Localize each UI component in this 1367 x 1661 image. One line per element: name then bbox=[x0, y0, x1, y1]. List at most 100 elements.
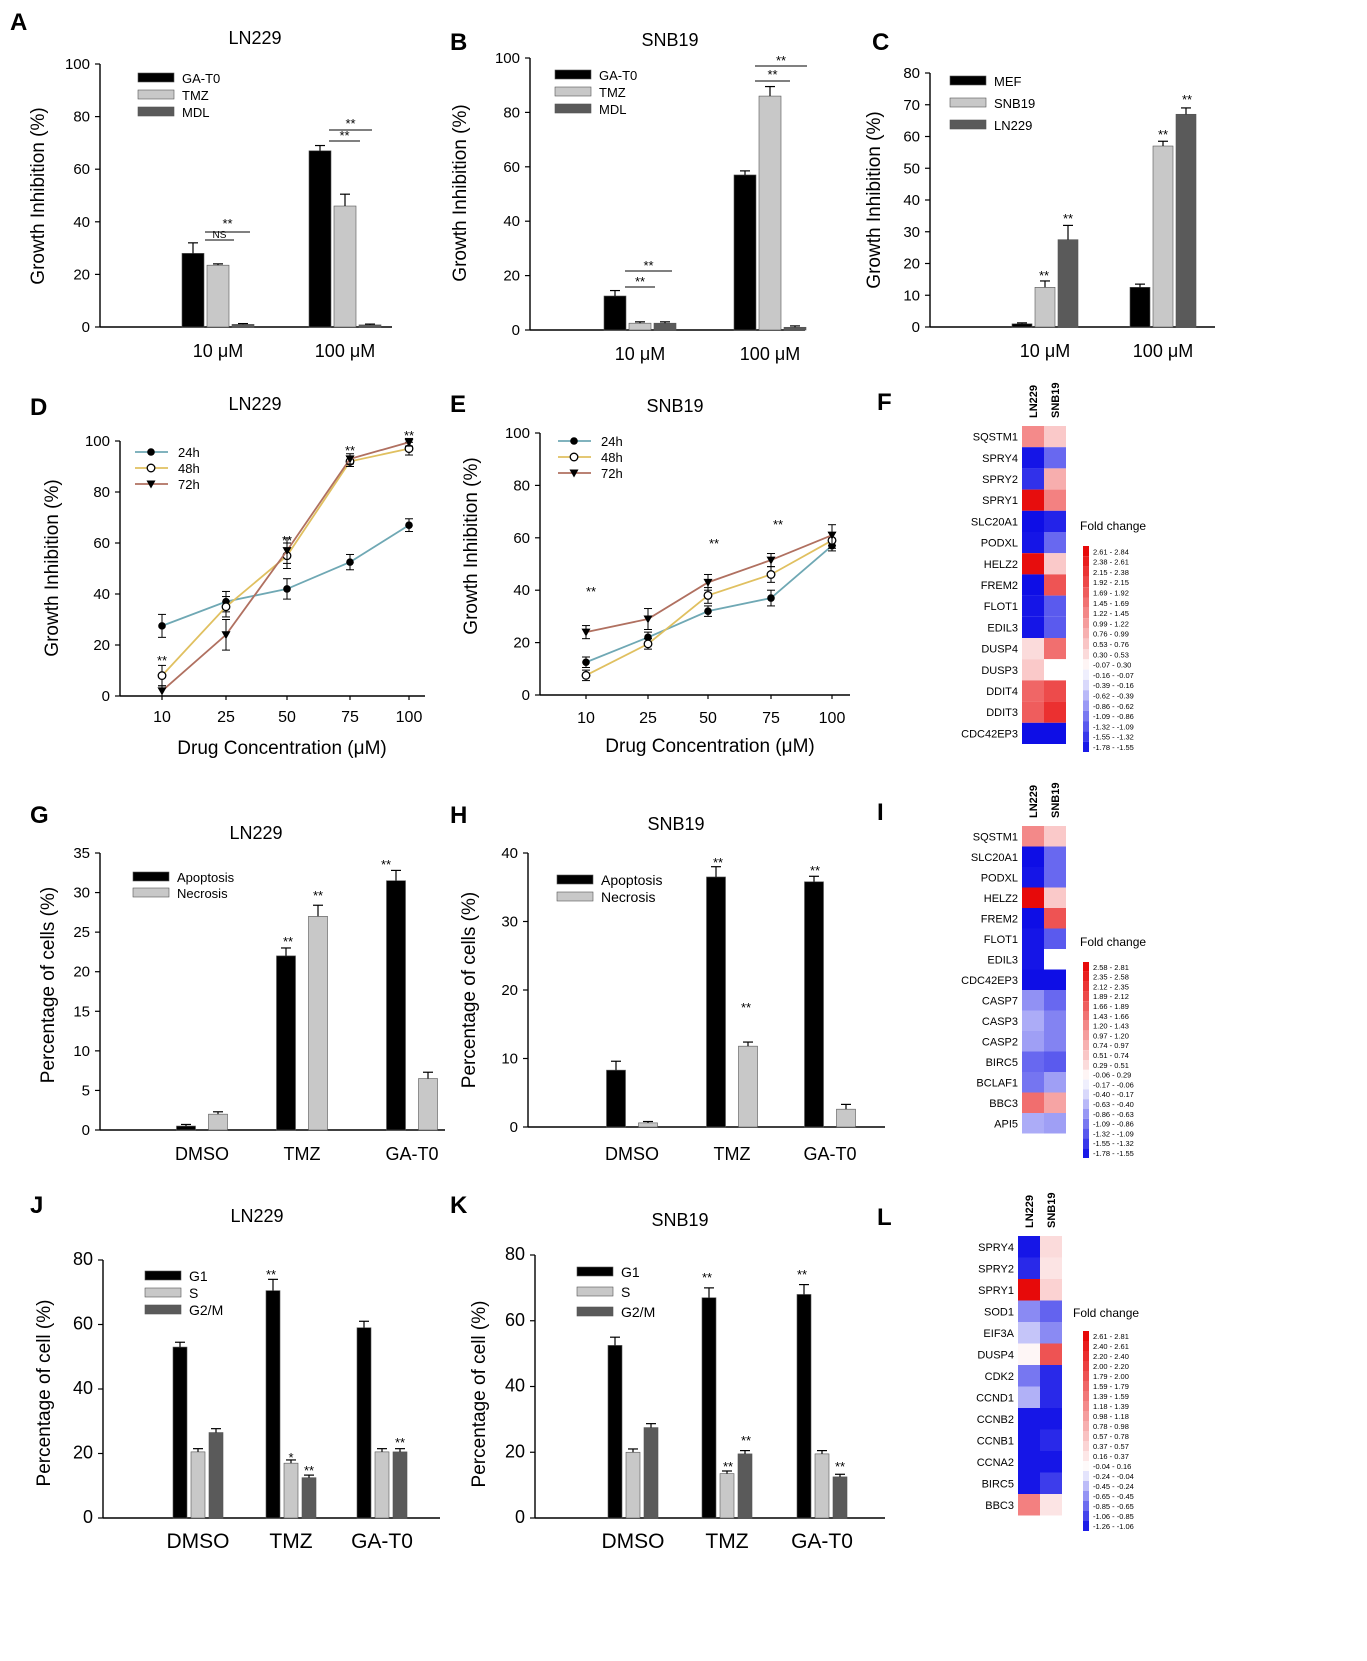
y-tick-label: 60 bbox=[73, 1314, 93, 1334]
legend-bin-label: 0.29 - 0.51 bbox=[1093, 1061, 1129, 1070]
bar bbox=[386, 880, 406, 1131]
y-axis-title: Growth Inhibition (%) bbox=[42, 479, 63, 656]
heatmap-cell bbox=[1040, 1365, 1062, 1387]
legend-color-bin bbox=[1083, 971, 1089, 982]
legend-label: Necrosis bbox=[177, 886, 228, 901]
legend-bin-label: 2.40 - 2.61 bbox=[1093, 1342, 1129, 1351]
y-axis-title: Growth Inhibition (%) bbox=[461, 457, 482, 634]
legend-bin-label: 2.61 - 2.81 bbox=[1093, 1332, 1129, 1341]
heatmap-cell bbox=[1044, 722, 1066, 744]
legend-bin-label: 0.99 - 1.22 bbox=[1093, 619, 1129, 628]
legend-bin-label: -1.32 - -1.09 bbox=[1093, 1129, 1134, 1138]
chart-title: LN229 bbox=[230, 1206, 283, 1226]
series-line bbox=[585, 544, 833, 664]
legend-color-bin bbox=[1083, 1099, 1089, 1109]
heatmap-row-label: HELZ2 bbox=[984, 559, 1018, 571]
heatmap-cell bbox=[1044, 826, 1066, 847]
legend-color-bin bbox=[1083, 731, 1089, 742]
legend-swatch bbox=[144, 1287, 182, 1298]
legend-color-bin bbox=[1083, 710, 1089, 722]
legend-color-bin bbox=[1083, 1011, 1089, 1021]
bar bbox=[176, 1125, 196, 1131]
y-tick-label: 35 bbox=[73, 845, 90, 862]
data-point bbox=[581, 670, 591, 680]
heatmap-cell bbox=[1040, 1494, 1062, 1516]
panel-label: A bbox=[10, 9, 27, 36]
legend-title: Fold change bbox=[1073, 1306, 1139, 1320]
data-point bbox=[346, 558, 354, 566]
heatmap-cell bbox=[1022, 553, 1044, 575]
bar bbox=[758, 95, 782, 331]
heatmap-row-label: SPRY1 bbox=[978, 1285, 1014, 1297]
heatmap-row-label: EDIL3 bbox=[987, 622, 1018, 634]
legend-color-bin bbox=[1083, 981, 1089, 992]
legend-swatch bbox=[132, 887, 170, 898]
chart-panel-d: 0 20 40 60 80 100 Growth Inhibition (%) D LN229 2… bbox=[30, 394, 425, 759]
heatmap-row-label: CDK2 bbox=[985, 1371, 1014, 1383]
panel-label: C bbox=[872, 29, 889, 56]
data-point bbox=[146, 480, 156, 489]
chart-panel-b: 0 20 40 60 80 100 Growth Inhibition (%) B SNB19 1… bbox=[450, 29, 807, 364]
legend-color-bin bbox=[1083, 597, 1089, 608]
heatmap-cell bbox=[1022, 426, 1044, 448]
heatmap-cell bbox=[1022, 722, 1044, 744]
bar bbox=[231, 324, 255, 328]
heatmap-row-label: SLC20A1 bbox=[971, 852, 1018, 864]
significance-label: ** bbox=[767, 67, 777, 82]
bar bbox=[733, 174, 757, 331]
x-tick-label: TMZ bbox=[269, 1530, 312, 1553]
significance-label: * bbox=[288, 1450, 293, 1465]
y-tick-label: 100 bbox=[65, 56, 90, 73]
legend-color-bin bbox=[1083, 1351, 1089, 1361]
heatmap-column-label: LN229 bbox=[1028, 385, 1040, 418]
bar bbox=[832, 1476, 848, 1519]
legend-bin-label: 2.58 - 2.81 bbox=[1093, 963, 1129, 972]
heatmap-cell bbox=[1022, 969, 1044, 990]
legend-color-bin bbox=[1083, 1050, 1089, 1060]
panel-label: I bbox=[877, 799, 884, 826]
significance-label: ** bbox=[304, 1463, 314, 1478]
heatmap-cell bbox=[1022, 680, 1044, 702]
legend-label: G2/M bbox=[189, 1302, 223, 1318]
legend-color-bin bbox=[1083, 1148, 1089, 1158]
legend-label: G1 bbox=[621, 1264, 640, 1280]
heatmap-cell bbox=[1022, 1010, 1044, 1031]
chart-panel-e: 0 20 40 60 80 100 Growth Inhibition (%) E SNB19 2… bbox=[450, 391, 850, 757]
bar bbox=[737, 1453, 753, 1519]
significance-label: ** bbox=[586, 584, 596, 599]
x-tick-label: 50 bbox=[699, 710, 717, 727]
legend-bin-label: 0.74 - 0.97 bbox=[1093, 1041, 1129, 1050]
legend-bin-label: -1.26 - -1.06 bbox=[1093, 1522, 1134, 1531]
x-tick-label: 10 μM bbox=[193, 341, 243, 361]
heatmap-cell bbox=[1044, 553, 1066, 575]
y-tick-label: 20 bbox=[503, 268, 520, 285]
heatmap-row-label: DUSP4 bbox=[977, 1349, 1014, 1361]
data-point bbox=[766, 570, 776, 579]
legend-label: SNB19 bbox=[994, 96, 1035, 111]
x-tick-label: 10 μM bbox=[615, 344, 665, 364]
legend-bin-label: 2.20 - 2.40 bbox=[1093, 1352, 1129, 1361]
legend-color-bin bbox=[1083, 1138, 1089, 1149]
heatmap-cell bbox=[1018, 1472, 1040, 1494]
heatmap-row-label: SLC20A1 bbox=[971, 516, 1018, 528]
heatmap-row-label: CASP2 bbox=[982, 1036, 1018, 1048]
chart-title: LN229 bbox=[228, 394, 281, 414]
panel-label: L bbox=[877, 1204, 892, 1231]
legend-bin-label: 1.18 - 1.39 bbox=[1093, 1402, 1129, 1411]
significance-label: ** bbox=[810, 863, 820, 878]
legend-bin-label: 1.92 - 2.15 bbox=[1093, 578, 1129, 587]
x-axis-title: Drug Concentration (μM) bbox=[605, 736, 814, 757]
legend-swatch bbox=[137, 89, 175, 100]
heatmap-cell bbox=[1018, 1236, 1040, 1258]
legend-color-bin bbox=[1083, 1020, 1089, 1031]
heatmap-column-label: SNB19 bbox=[1046, 1193, 1058, 1228]
legend-bin-label: 0.16 - 0.37 bbox=[1093, 1452, 1129, 1461]
significance-label: ** bbox=[835, 1459, 845, 1474]
panel-label: H bbox=[450, 802, 467, 829]
heatmap-cell bbox=[1040, 1451, 1062, 1473]
legend-color-bin bbox=[1083, 1401, 1089, 1411]
legend-color-bin bbox=[1083, 1089, 1089, 1100]
heatmap-row-label: BIRC5 bbox=[982, 1478, 1014, 1490]
heatmap-panel-f: F LN229 SNB19 SQSTM1 SPRY4 SPRY2 SPRY1 SLC20A1 P… bbox=[877, 383, 1146, 752]
bar bbox=[172, 1346, 188, 1519]
